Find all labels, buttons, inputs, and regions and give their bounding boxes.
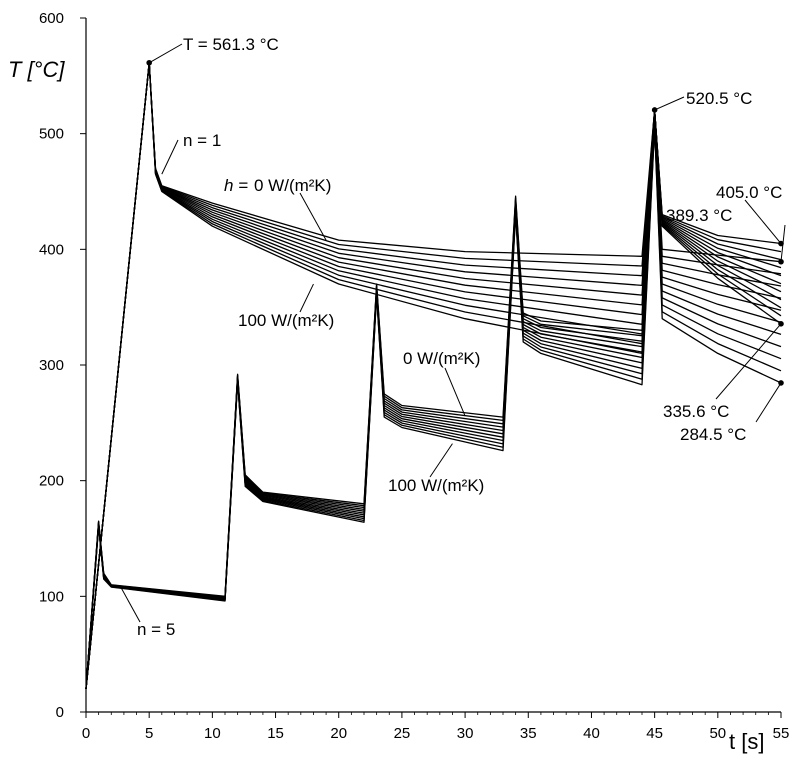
annotation-h100-n5: 100 W/(m²K) (388, 476, 484, 495)
x-tick-label: 40 (583, 725, 600, 742)
y-tick-label: 500 (39, 126, 64, 143)
annotation-end2: 389.3 °C (666, 206, 732, 225)
x-axis-title: t [s] (729, 729, 764, 754)
annotation-peak1: T = 561.3 °C (183, 35, 279, 54)
series-group (85, 62, 782, 689)
annotation-h0-n1: 0 W/(m²K) (254, 176, 331, 195)
x-tick-label: 5 (145, 725, 153, 742)
annotation-end3: 335.6 °C (663, 402, 729, 421)
marker-point (778, 240, 784, 247)
series-line-n1-h100 (85, 62, 782, 689)
annotation-peak2: 520.5 °C (686, 89, 752, 108)
x-tick-label: 0 (82, 725, 90, 742)
marker-point (651, 107, 658, 113)
y-axis-ticks: 0 100 200 300 400 500 600 (39, 10, 86, 721)
y-tick-label: 0 (56, 704, 64, 721)
x-axis-ticks: 0 5 10 15 20 25 30 35 40 45 50 55 (82, 712, 790, 742)
marker-point (778, 321, 784, 327)
annotation-leader-line (299, 283, 314, 313)
annotation-leader-line (744, 199, 782, 244)
annotation-h0-n5: 0 W/(m²K) (403, 349, 480, 368)
annotation-leader-line (148, 43, 183, 64)
annotation-n1: n = 1 (183, 131, 221, 150)
marker-point (778, 380, 784, 386)
annotation-leaders (119, 43, 786, 623)
annotation-h0-prefix: h = (224, 176, 248, 195)
marker-point (778, 258, 784, 265)
annotation-leader-line (755, 382, 782, 423)
annotation-h100-n1: 100 W/(m²K) (238, 311, 334, 330)
y-axis-title: T [°C] (8, 57, 65, 82)
series-line-n5-h100 (85, 127, 782, 689)
x-tick-label: 55 (773, 725, 790, 742)
annotation-leader-line (654, 96, 685, 111)
annotation-n5: n = 5 (137, 620, 175, 639)
x-tick-label: 25 (394, 725, 411, 742)
x-tick-label: 35 (520, 725, 537, 742)
annotation-leader-line (429, 443, 453, 478)
annotation-leader-line (299, 192, 327, 241)
marker-point (146, 59, 152, 66)
annotation-leader-line (161, 139, 179, 175)
x-tick-label: 50 (709, 725, 726, 742)
annotation-leader-line (119, 585, 141, 623)
x-tick-label: 30 (457, 725, 474, 742)
x-tick-label: 45 (646, 725, 663, 742)
y-tick-label: 400 (39, 241, 64, 258)
x-tick-label: 20 (330, 725, 347, 742)
annotation-leader-line (715, 323, 782, 400)
annotation-end4: 284.5 °C (680, 425, 746, 444)
x-tick-label: 10 (204, 725, 221, 742)
annotation-end1: 405.0 °C (716, 183, 782, 202)
y-tick-label: 600 (39, 10, 64, 27)
y-tick-label: 200 (39, 473, 64, 490)
annotation-leader-line (444, 367, 466, 417)
x-tick-label: 15 (267, 725, 284, 742)
y-tick-label: 100 (39, 588, 64, 605)
y-tick-label: 300 (39, 357, 64, 374)
